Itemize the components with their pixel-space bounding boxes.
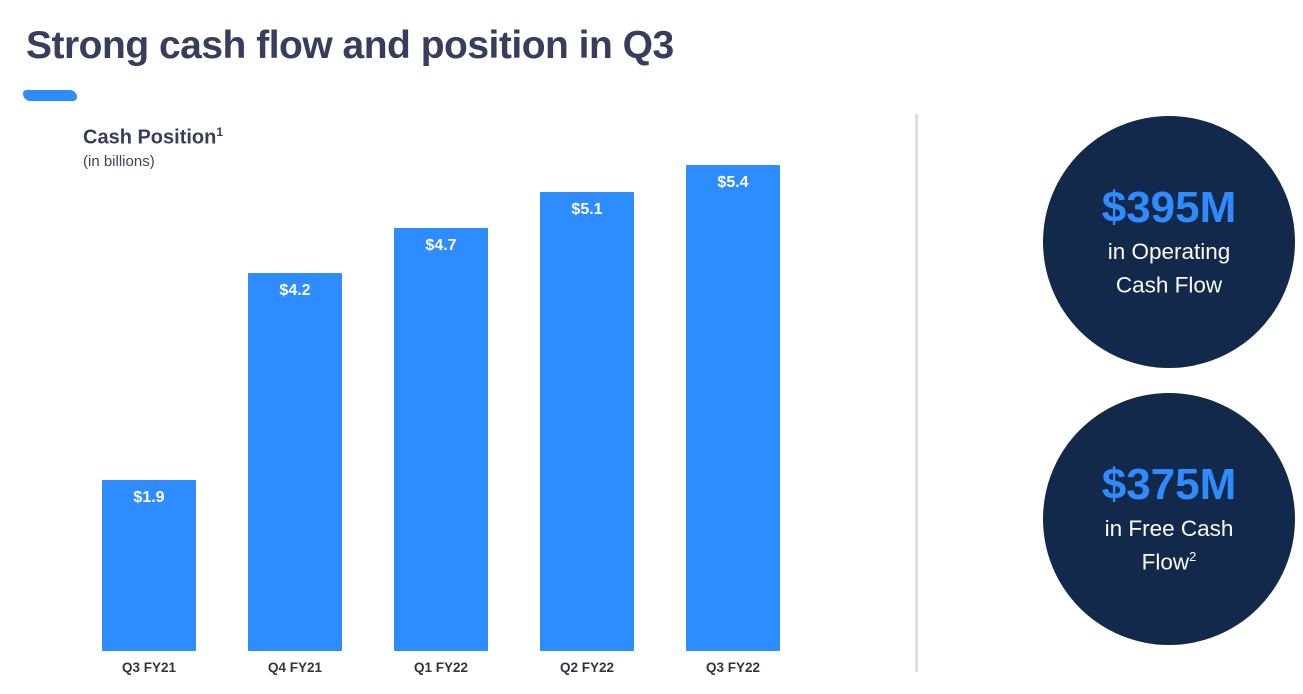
chart-bar-q4-fy21: $4.2 — [248, 273, 342, 651]
free-cash-flow-footnote-marker: 2 — [1189, 549, 1197, 565]
chart-bar-q3-fy21: $1.9 — [102, 480, 196, 651]
bar-value-label: $4.7 — [425, 237, 457, 254]
title-accent-dash — [23, 90, 77, 101]
free-cash-flow-circle: $375M in Free Cash Flow2 — [1043, 393, 1295, 645]
bar-category-label: Q4 FY21 — [267, 660, 323, 675]
bar-group-q3-fy22: $5.4 Q3 FY22 — [686, 165, 780, 676]
bar-category-label: Q1 FY22 — [413, 660, 469, 675]
operating-cash-flow-circle: $395M in Operating Cash Flow — [1043, 116, 1295, 368]
bar-value-label: $5.1 — [571, 201, 603, 218]
chart-subtitle: (in billions) — [83, 152, 155, 170]
bar-value-label: $1.9 — [133, 489, 165, 506]
free-cash-flow-amount: $375M — [1101, 460, 1237, 510]
bar-value-label: $4.2 — [279, 282, 311, 299]
chart-bar-q3-fy22: $5.4 — [686, 165, 780, 651]
chart-title-text: Cash Position — [83, 126, 217, 149]
bar-group-q2-fy22: $5.1 Q2 FY22 — [540, 192, 634, 676]
bar-group-q3-fy21: $1.9 Q3 FY21 — [102, 480, 196, 676]
chart-title-footnote-marker: 1 — [216, 125, 224, 139]
operating-cash-flow-amount: $395M — [1101, 183, 1237, 233]
chart-bar-q1-fy22: $4.7 — [394, 228, 488, 651]
bar-category-label: Q3 FY21 — [121, 660, 177, 675]
chart-bar-q2-fy22: $5.1 — [540, 192, 634, 651]
vertical-divider — [915, 114, 918, 672]
bar-value-label: $5.4 — [717, 174, 749, 191]
operating-cash-flow-caption-line2-text: Cash Flow — [1115, 272, 1223, 298]
free-cash-flow-caption-line2: Flow2 — [1142, 543, 1197, 577]
chart-header: Cash Position1 (in billions) — [83, 125, 223, 170]
bar-category-label: Q2 FY22 — [559, 660, 615, 675]
free-cash-flow-caption-line2-text: Flow — [1141, 549, 1190, 575]
bar-group-q4-fy21: $4.2 Q4 FY21 — [248, 273, 342, 676]
bar-category-label: Q3 FY22 — [705, 660, 761, 675]
operating-cash-flow-caption-line2: Cash Flow — [1116, 266, 1222, 300]
bar-group-q1-fy22: $4.7 Q1 FY22 — [394, 228, 488, 676]
slide-title: Strong cash flow and position in Q3 — [26, 24, 674, 67]
operating-cash-flow-caption-line1: in Operating — [1107, 239, 1231, 265]
chart-title: Cash Position1 — [83, 125, 223, 150]
free-cash-flow-caption-line1: in Free Cash — [1104, 516, 1234, 542]
cash-position-bar-chart: $1.9 Q3 FY21 $4.2 Q4 FY21 $4.7 Q1 FY22 $5.1 Q2 … — [102, 140, 780, 676]
